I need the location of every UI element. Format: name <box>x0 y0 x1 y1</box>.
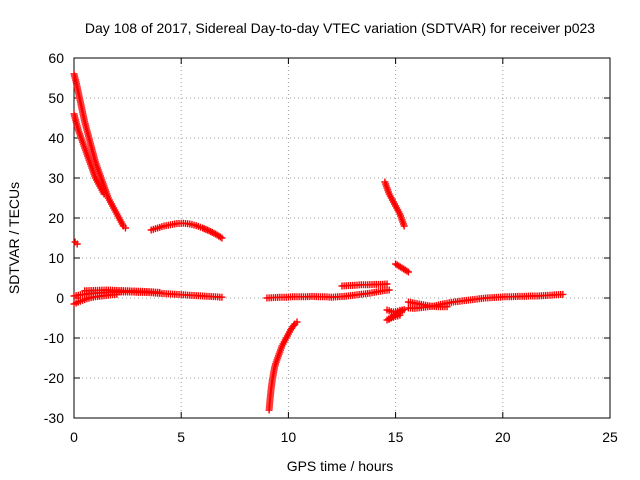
data-point <box>404 268 412 276</box>
data-point <box>443 303 451 311</box>
data-point-interp <box>290 321 298 329</box>
data-point-interp <box>208 228 216 236</box>
data-point <box>218 293 226 301</box>
data-point <box>559 290 567 298</box>
y-tick-label: 30 <box>48 170 64 186</box>
series-band-3 <box>404 290 567 312</box>
grid <box>74 58 610 418</box>
x-tick-label: 10 <box>281 429 297 445</box>
data-point <box>385 286 393 294</box>
series-cluster-15 <box>383 306 408 324</box>
y-tick-label: 40 <box>48 130 64 146</box>
series-arc-1-high <box>70 70 129 232</box>
y-tick-label: -10 <box>44 330 64 346</box>
x-tick-labels: 0 5 10 15 20 25 <box>70 429 618 445</box>
series-band-3-low <box>404 298 451 311</box>
series-arc-3 <box>265 318 301 414</box>
y-tick-label: 10 <box>48 250 64 266</box>
x-tick-label: 25 <box>602 429 618 445</box>
y-tick-label: -30 <box>44 410 64 426</box>
data-points <box>70 70 567 414</box>
data-point <box>383 280 391 288</box>
data-point <box>156 288 164 296</box>
data-point <box>100 190 108 198</box>
series-point-early <box>71 238 81 248</box>
series-arc-4-low <box>392 260 412 276</box>
data-point <box>218 234 226 242</box>
y-tick-labels: -30 -20 -10 0 10 20 30 40 50 60 <box>44 50 64 426</box>
x-tick-label: 15 <box>388 429 404 445</box>
y-tick-label: -20 <box>44 370 64 386</box>
x-axis-label: GPS time / hours <box>287 458 394 474</box>
y-axis-label: SDTVAR / TECUs <box>6 182 22 294</box>
data-point-interp <box>202 225 210 233</box>
series-band-1-mid <box>81 286 164 296</box>
data-point <box>400 222 408 230</box>
axis-ticks <box>73 57 611 419</box>
y-tick-label: 60 <box>48 50 64 66</box>
series-arc-1-low <box>70 110 108 198</box>
y-tick-label: 50 <box>48 90 64 106</box>
data-point <box>121 224 129 232</box>
data-point <box>205 227 213 235</box>
data-point <box>73 240 81 248</box>
plot-frame <box>73 57 611 419</box>
chart-title: Day 108 of 2017, Sidereal Day-to-day VTE… <box>85 20 595 36</box>
data-point-interp <box>403 267 411 275</box>
series-arc-2 <box>147 219 226 242</box>
data-point <box>293 318 301 326</box>
series-band-2-upper <box>338 280 391 290</box>
x-tick-label: 0 <box>70 429 78 445</box>
x-tick-label: 5 <box>177 429 185 445</box>
y-tick-label: 0 <box>56 290 64 306</box>
series-arc-4 <box>381 178 408 230</box>
data-point-interp <box>216 233 224 241</box>
data-point-interp <box>207 228 215 236</box>
series-band-2 <box>263 286 393 302</box>
x-tick-label: 20 <box>495 429 511 445</box>
data-point <box>396 311 404 319</box>
y-tick-label: 20 <box>48 210 64 226</box>
